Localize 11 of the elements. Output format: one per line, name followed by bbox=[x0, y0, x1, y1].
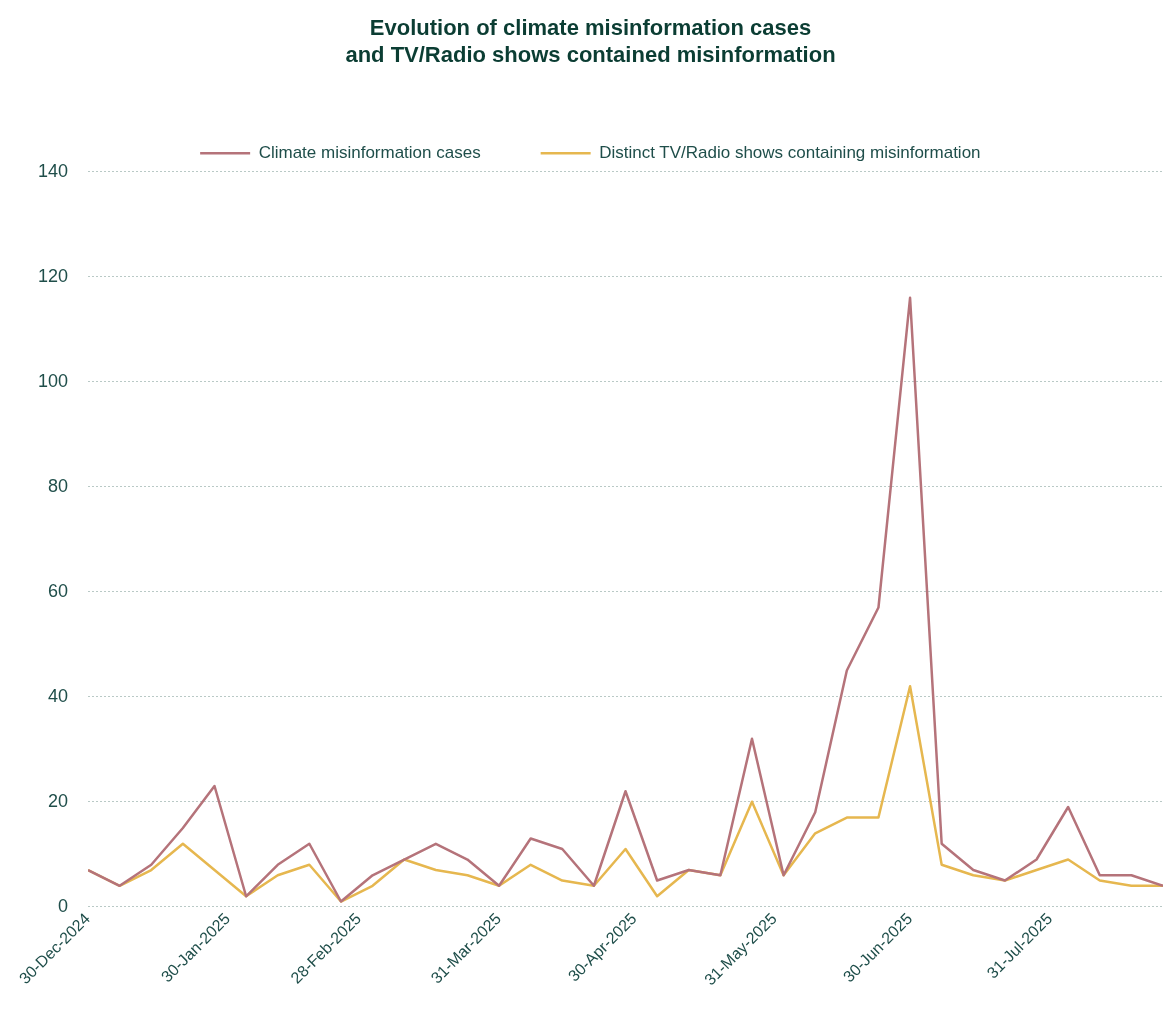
y-tick-label: 60 bbox=[48, 580, 69, 601]
y-tick-label: 140 bbox=[37, 160, 69, 181]
y-tick-label: 100 bbox=[37, 370, 69, 391]
y-tick-label: 120 bbox=[37, 265, 69, 286]
y-tick-label: 20 bbox=[48, 790, 69, 811]
legend-label: Climate misinformation cases bbox=[258, 142, 481, 162]
y-tick-label: 0 bbox=[58, 895, 69, 916]
legend-label: Distinct TV/Radio shows containing misinformation bbox=[599, 142, 981, 162]
y-tick-label: 40 bbox=[48, 685, 69, 706]
chart-title: Evolution of climate misinformation cases and TV/Radio shows contained misinformation bbox=[345, 15, 836, 67]
y-tick-label: 80 bbox=[48, 475, 69, 496]
